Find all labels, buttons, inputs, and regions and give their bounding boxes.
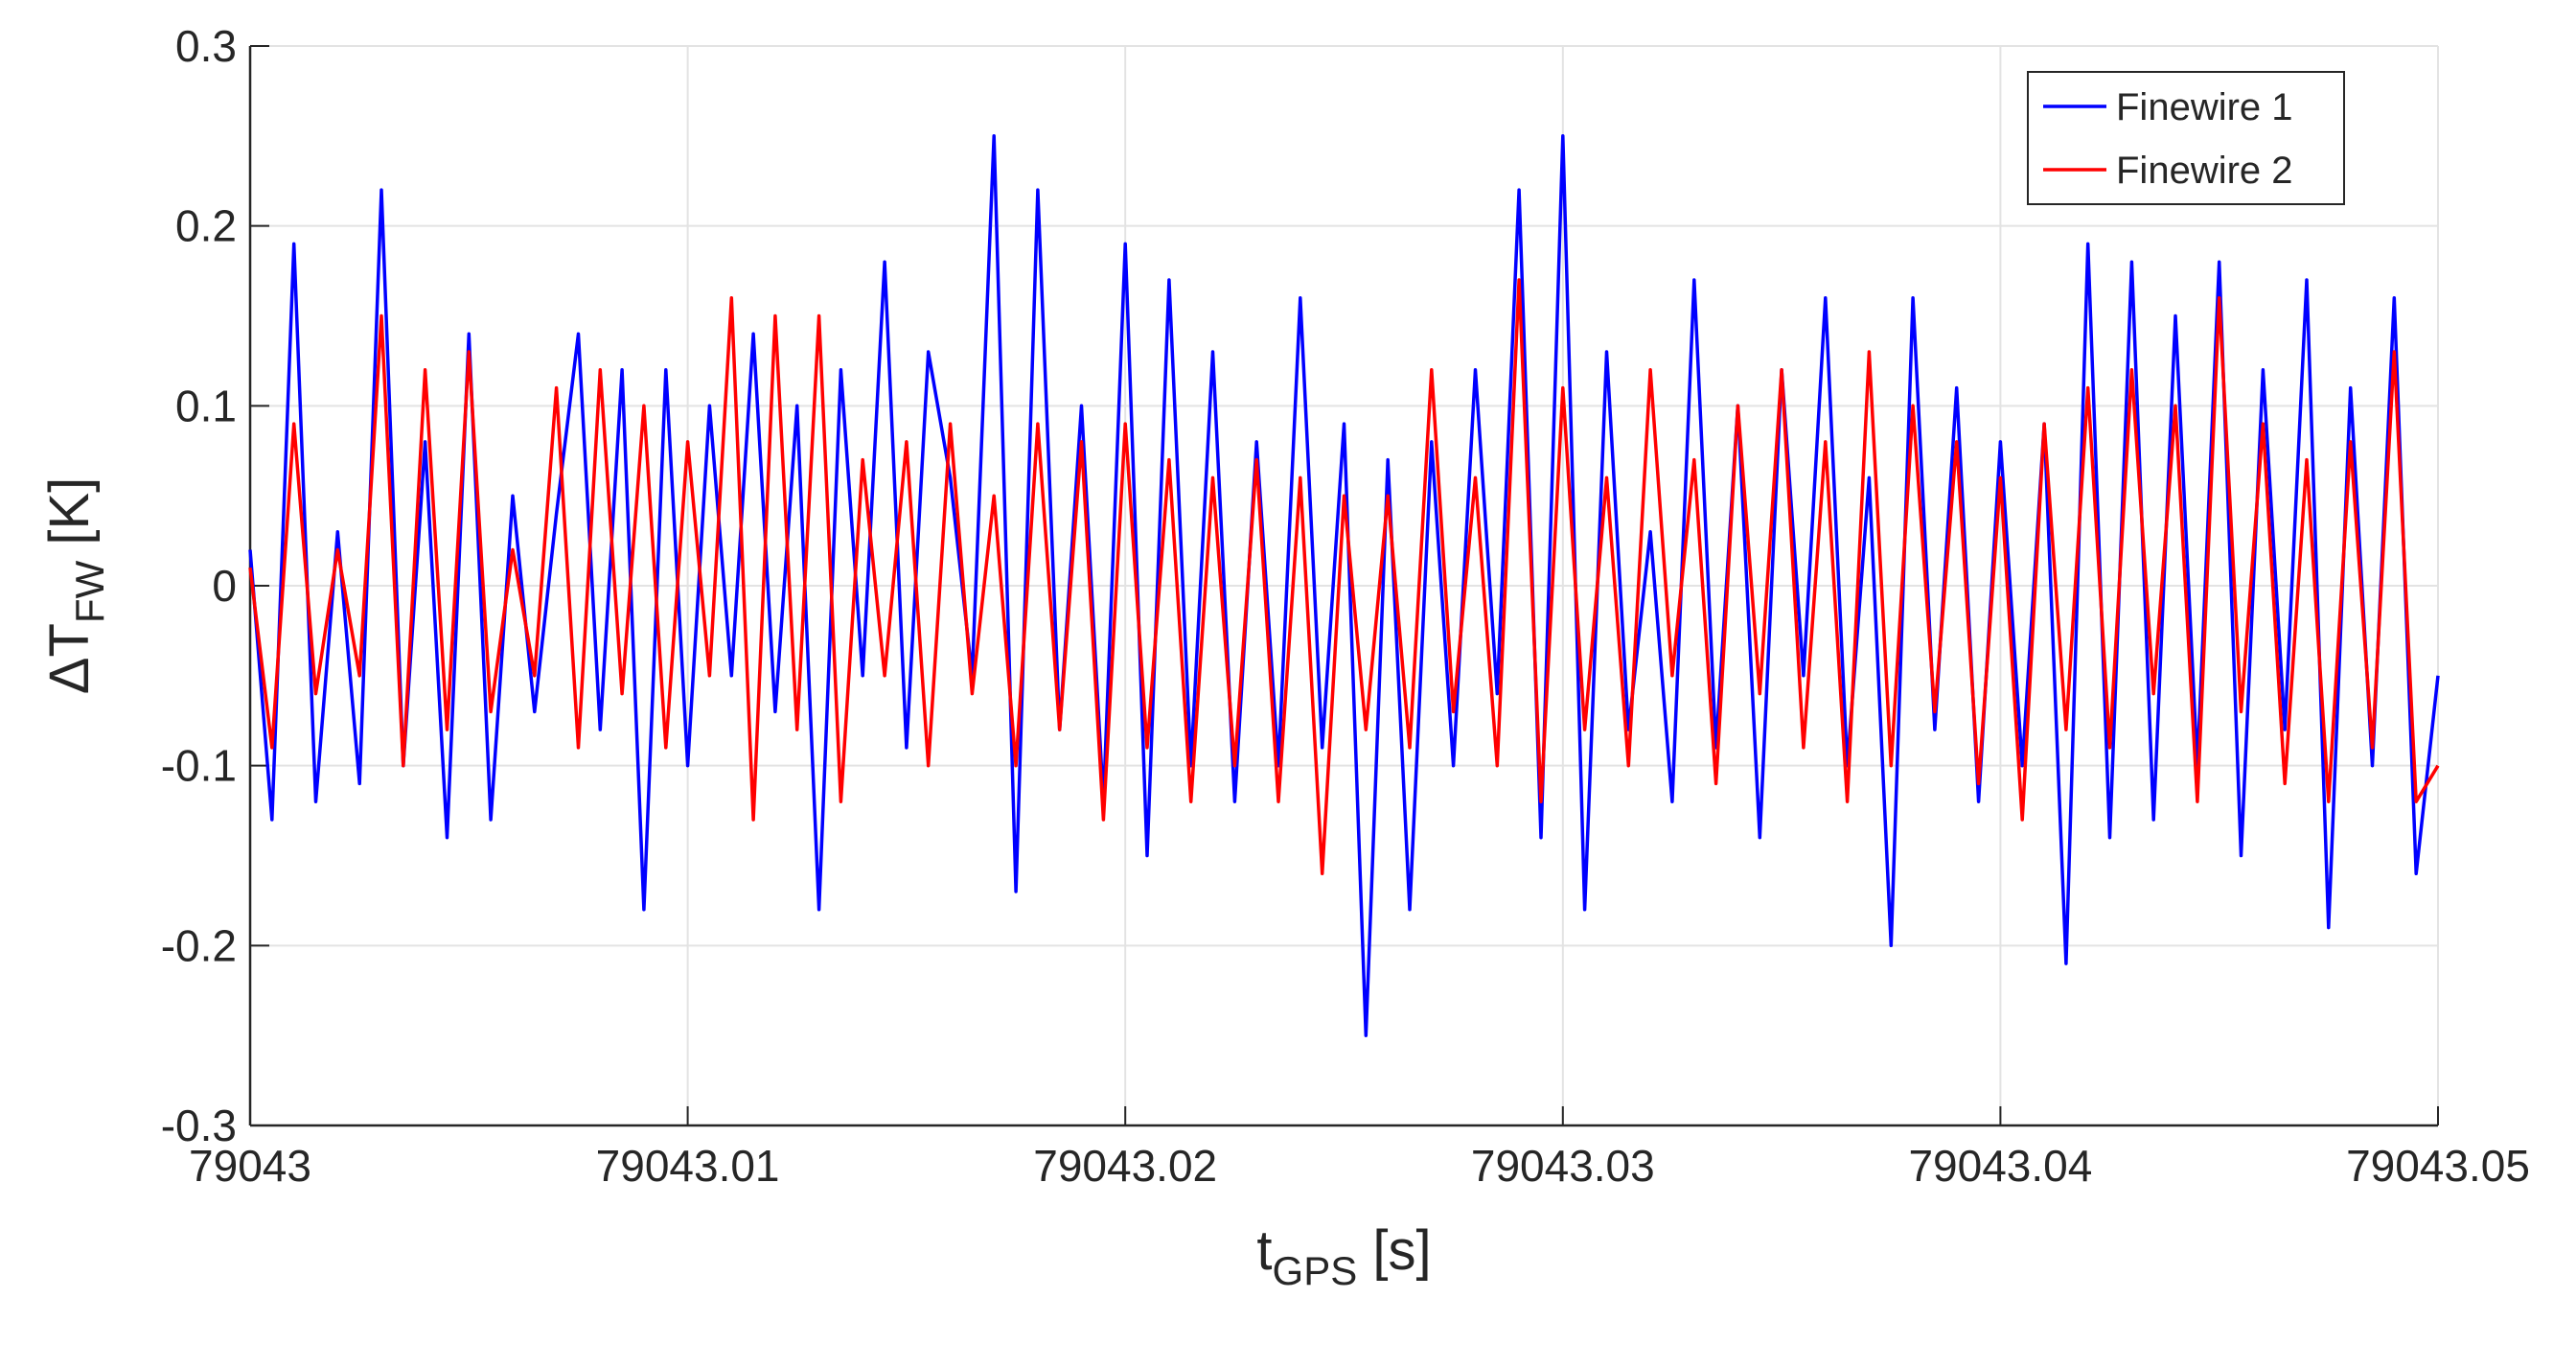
x-tick-label: 79043.02 [1033, 1141, 1217, 1191]
legend-label: Finewire 1 [2116, 86, 2293, 128]
y-tick-label: 0.2 [175, 201, 237, 251]
x-tick-label: 79043.03 [1471, 1141, 1655, 1191]
x-tick-label: 79043 [189, 1141, 311, 1191]
y-axis-label-part: ΔT [38, 623, 101, 694]
x-tick-label: 79043.05 [2346, 1141, 2530, 1191]
data-line [248, 278, 2440, 876]
y-tick-label: 0.3 [175, 21, 237, 71]
y-axis-label: ΔTFW [K] [38, 477, 112, 695]
x-axis-label-part: t [1256, 1219, 1272, 1282]
legend-label: Finewire 2 [2116, 150, 2293, 192]
x-axis-label-part: [s] [1357, 1219, 1431, 1282]
y-axis-label-part: FW [67, 560, 112, 623]
y-tick-label: 0.1 [175, 381, 237, 430]
x-tick-label: 79043.04 [1908, 1141, 2092, 1191]
legend-box [2027, 71, 2345, 205]
y-tick-label: -0.3 [161, 1101, 237, 1150]
x-tick-label: 79043.01 [596, 1141, 780, 1191]
y-tick-label: -0.1 [161, 741, 237, 791]
data-line [248, 134, 2440, 1037]
y-axis-label-part: [K] [38, 477, 101, 561]
y-tick-label: 0 [212, 561, 237, 611]
y-tick-label: -0.2 [161, 920, 237, 970]
x-axis-label-part: GPS [1273, 1248, 1358, 1293]
x-axis-label: tGPS [s] [1256, 1219, 1431, 1293]
